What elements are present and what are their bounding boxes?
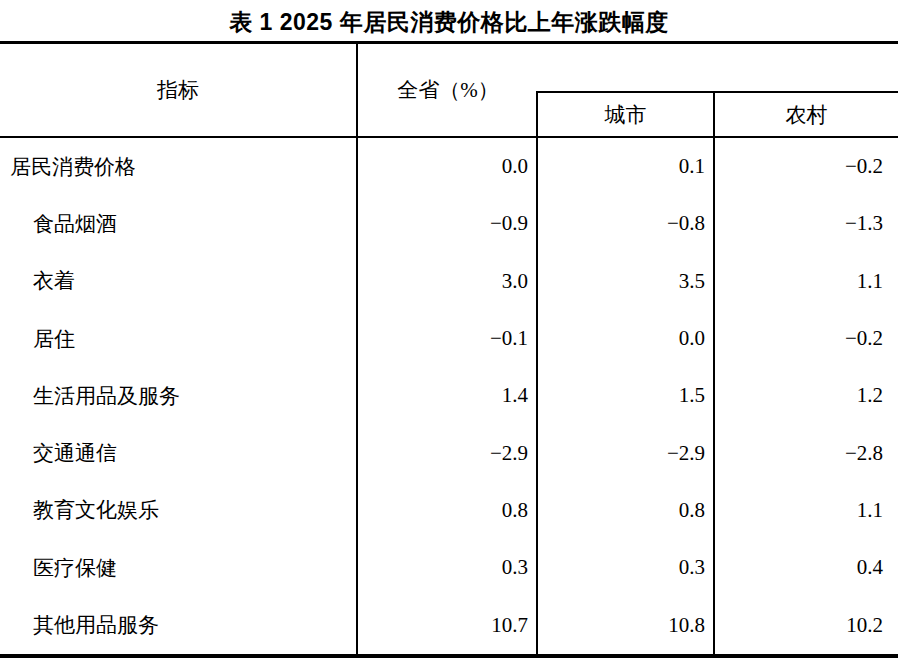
table-row: 其他用品服务 10.7 10.8 10.2: [0, 596, 898, 653]
cell-province: −0.9: [358, 195, 538, 252]
header-cell-rural: 农村: [715, 93, 898, 136]
cell-rural: 0.4: [715, 539, 898, 596]
row-label: 居住: [0, 310, 358, 367]
header-cell-province: 全省（%）: [358, 44, 538, 136]
table-row: 居民消费价格 0.0 0.1 −0.2: [0, 138, 898, 195]
cell-city: 10.8: [538, 596, 715, 653]
cell-city: −2.9: [538, 424, 715, 481]
cell-province: −2.9: [358, 424, 538, 481]
table-header: 指标 全省（%） 城市 农村: [0, 44, 898, 138]
row-label: 医疗保健: [0, 539, 358, 596]
cell-city: −0.8: [538, 195, 715, 252]
cell-province: 10.7: [358, 596, 538, 653]
table-row: 交通通信 −2.9 −2.9 −2.8: [0, 424, 898, 481]
cell-rural: 1.1: [715, 253, 898, 310]
cell-province: −0.1: [358, 310, 538, 367]
table-row: 食品烟酒 −0.9 −0.8 −1.3: [0, 195, 898, 252]
row-label: 生活用品及服务: [0, 367, 358, 424]
cell-city: 0.3: [538, 539, 715, 596]
cell-province: 0.8: [358, 482, 538, 539]
cell-rural: −2.8: [715, 424, 898, 481]
cell-province: 1.4: [358, 367, 538, 424]
cell-province: 0.0: [358, 138, 538, 195]
cell-city: 0.0: [538, 310, 715, 367]
header-cell-city: 城市: [538, 93, 715, 136]
cell-city: 3.5: [538, 253, 715, 310]
row-label: 交通通信: [0, 424, 358, 481]
row-label: 食品烟酒: [0, 195, 358, 252]
cell-rural: −0.2: [715, 138, 898, 195]
cell-city: 0.8: [538, 482, 715, 539]
table-body: 居民消费价格 0.0 0.1 −0.2 食品烟酒 −0.9 −0.8 −1.3 …: [0, 138, 898, 654]
document-page: 表 1 2025 年居民消费价格比上年涨跌幅度 指标 全省（%） 城市 农村 居…: [0, 0, 898, 670]
row-label: 教育文化娱乐: [0, 482, 358, 539]
cell-province: 3.0: [358, 253, 538, 310]
cell-city: 0.1: [538, 138, 715, 195]
cpi-table: 指标 全省（%） 城市 农村 居民消费价格 0.0 0.1 −0.2 食品烟酒 …: [0, 41, 898, 658]
header-cell-indicator: 指标: [0, 44, 358, 136]
cell-province: 0.3: [358, 539, 538, 596]
cell-rural: 10.2: [715, 596, 898, 653]
table-row: 医疗保健 0.3 0.3 0.4: [0, 539, 898, 596]
table-title: 表 1 2025 年居民消费价格比上年涨跌幅度: [0, 7, 898, 37]
table-row: 居住 −0.1 0.0 −0.2: [0, 310, 898, 367]
cell-rural: −1.3: [715, 195, 898, 252]
table-row: 生活用品及服务 1.4 1.5 1.2: [0, 367, 898, 424]
row-label: 居民消费价格: [0, 138, 358, 195]
table-row: 衣着 3.0 3.5 1.1: [0, 253, 898, 310]
table-row: 教育文化娱乐 0.8 0.8 1.1: [0, 482, 898, 539]
cell-rural: −0.2: [715, 310, 898, 367]
cell-rural: 1.2: [715, 367, 898, 424]
row-label: 其他用品服务: [0, 596, 358, 653]
header-subgroup: 城市 农村: [536, 91, 898, 136]
row-label: 衣着: [0, 253, 358, 310]
cell-rural: 1.1: [715, 482, 898, 539]
cell-city: 1.5: [538, 367, 715, 424]
